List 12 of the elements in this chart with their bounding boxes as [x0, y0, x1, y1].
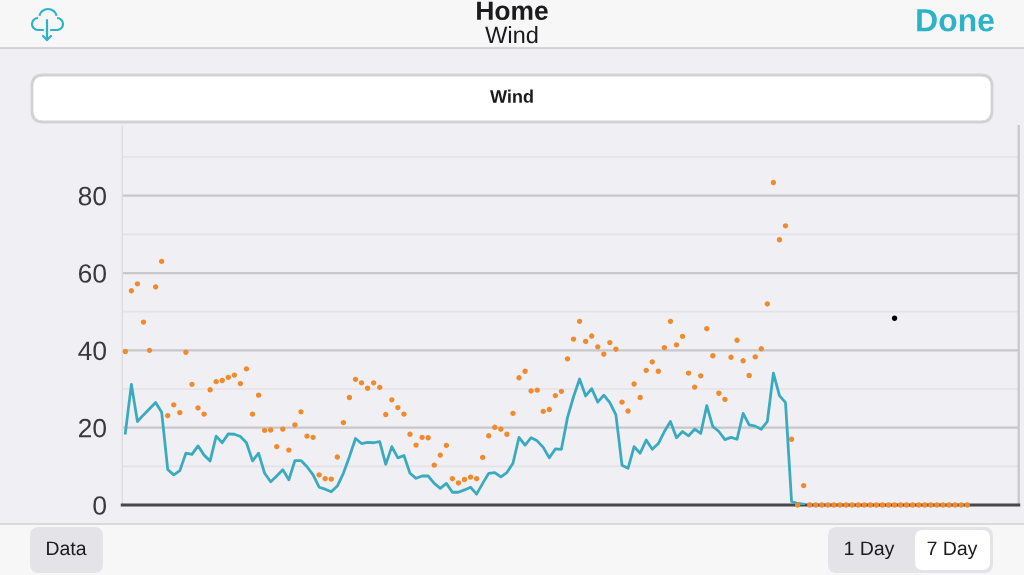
y-tick-label: 0	[93, 496, 106, 515]
text: 1 Day	[845, 541, 895, 560]
y-tick-label: 40	[78, 341, 106, 361]
chart-subtitle: Wind	[485, 26, 538, 44]
y-tick-label: 80	[78, 186, 106, 206]
text: Done	[917, 9, 994, 32]
text: Wind	[490, 89, 533, 103]
text: 7 Day	[927, 541, 978, 560]
text: Data	[47, 541, 87, 556]
y-tick-label: 60	[79, 264, 106, 283]
y-tick-label: 20	[79, 418, 106, 438]
chart-title: Home	[477, 1, 548, 21]
